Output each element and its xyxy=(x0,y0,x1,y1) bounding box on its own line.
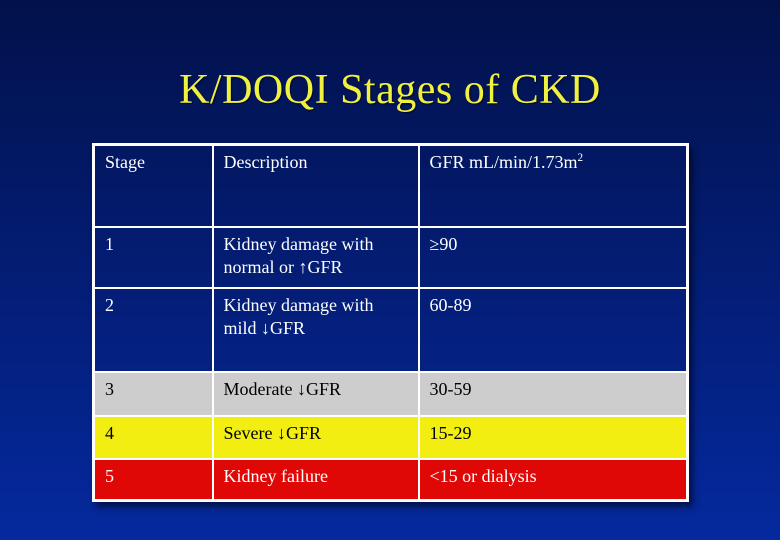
cell-stage: 3 xyxy=(92,370,214,417)
cell-stage: 2 xyxy=(92,286,214,373)
cell-description: Kidney failure xyxy=(211,457,420,502)
cell-stage: 5 xyxy=(92,457,214,502)
cell-description: Severe ↓GFR xyxy=(211,414,420,460)
table-row-stage-2: 2 Kidney damage with mild ↓GFR 60-89 xyxy=(92,286,689,373)
slide-title: K/DOQI Stages of CKD xyxy=(179,67,601,113)
column-header-stage: Stage xyxy=(92,143,214,228)
table-row-stage-3: 3 Moderate ↓GFR 30-59 xyxy=(92,370,689,417)
cell-description: Kidney damage with normal or ↑GFR xyxy=(211,225,420,289)
table-row-stage-5: 5 Kidney failure <15 or dialysis xyxy=(92,457,689,502)
column-header-gfr: GFR mL/min/1.73m2 xyxy=(417,143,689,228)
table-body: 1 Kidney damage with normal or ↑GFR ≥90 2 Ki… xyxy=(92,225,689,502)
cell-gfr: <15 or dialysis xyxy=(417,457,689,502)
cell-gfr: ≥90 xyxy=(417,225,689,289)
column-header-gfr-text: GFR mL/min/1.73m xyxy=(429,152,578,172)
cell-stage: 1 xyxy=(92,225,214,289)
cell-gfr: 30-59 xyxy=(417,370,689,417)
column-header-description: Description xyxy=(211,143,420,228)
table-row-stage-1: 1 Kidney damage with normal or ↑GFR ≥90 xyxy=(92,225,689,289)
cell-description: Kidney damage with mild ↓GFR xyxy=(211,286,420,373)
cell-gfr: 60-89 xyxy=(417,286,689,373)
table-row-stage-4: 4 Severe ↓GFR 15-29 xyxy=(92,414,689,460)
cell-stage: 4 xyxy=(92,414,214,460)
table-header-row: Stage Description GFR mL/min/1.73m2 xyxy=(92,143,689,228)
column-header-gfr-superscript: 2 xyxy=(577,152,584,164)
cell-description: Moderate ↓GFR xyxy=(211,370,420,417)
cell-gfr: 15-29 xyxy=(417,414,689,460)
ckd-stages-table: Stage Description GFR mL/min/1.73m2 1 Kid… xyxy=(92,143,689,502)
